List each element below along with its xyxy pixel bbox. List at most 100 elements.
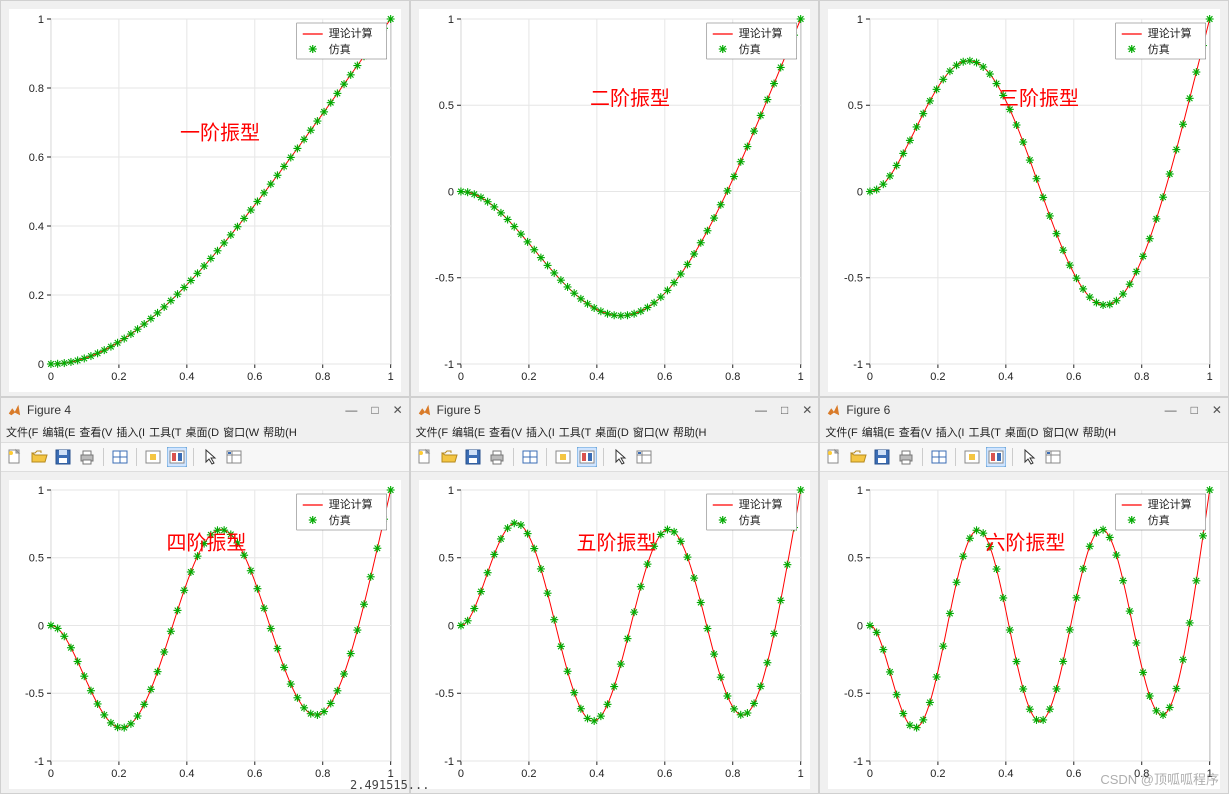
menu-item-5[interactable]: 桌面(D: [1004, 424, 1040, 440]
svg-text:0.2: 0.2: [521, 371, 536, 383]
maximize-button[interactable]: □: [1191, 403, 1198, 417]
layout-icon[interactable]: [520, 447, 540, 467]
menu-item-3[interactable]: 插入(I: [115, 424, 146, 440]
close-button[interactable]: ✕: [1212, 403, 1222, 417]
menu-item-6[interactable]: 窗口(W: [1041, 424, 1079, 440]
menu-item-3[interactable]: 插入(I: [935, 424, 966, 440]
close-button[interactable]: ✕: [393, 403, 403, 417]
svg-text:0: 0: [48, 371, 54, 383]
plot-area: 00.20.40.60.81-1-0.500.51三阶振型理论计算仿真: [820, 1, 1228, 396]
axes[interactable]: 00.20.40.60.81-1-0.500.51三阶振型理论计算仿真: [828, 9, 1220, 392]
minimize-button[interactable]: —: [1165, 403, 1177, 417]
plot-area: 00.20.40.60.81-1-0.500.51六阶振型理论计算仿真: [820, 472, 1228, 793]
menu-item-4[interactable]: 工具(T: [148, 424, 182, 440]
titlebar[interactable]: Figure 5 — □ ✕: [411, 398, 819, 422]
menu-item-0[interactable]: 文件(F: [5, 424, 39, 440]
save-icon[interactable]: [463, 447, 483, 467]
menu-item-4[interactable]: 工具(T: [558, 424, 592, 440]
open-icon[interactable]: [439, 447, 459, 467]
save-icon[interactable]: [53, 447, 73, 467]
menu-item-6[interactable]: 窗口(W: [632, 424, 670, 440]
new-script-icon[interactable]: [824, 447, 844, 467]
menu-item-7[interactable]: 帮助(H: [262, 424, 298, 440]
datatip-icon[interactable]: [143, 447, 163, 467]
svg-text:-0.5: -0.5: [844, 273, 863, 285]
menubar[interactable]: 文件(F 编辑(E 查看(V 插入(I 工具(T 桌面(D 窗口(W 帮助(H: [411, 422, 819, 442]
plottools-icon[interactable]: [577, 447, 597, 467]
menu-item-2[interactable]: 查看(V: [898, 424, 933, 440]
axes[interactable]: 00.20.40.60.81-1-0.500.51四阶振型理论计算仿真: [9, 480, 401, 789]
print-icon[interactable]: [896, 447, 916, 467]
menu-item-7[interactable]: 帮助(H: [1082, 424, 1118, 440]
layout-icon[interactable]: [110, 447, 130, 467]
svg-text:0.8: 0.8: [315, 371, 330, 383]
matlab-icon: [7, 403, 21, 417]
svg-text:0: 0: [38, 359, 44, 371]
menu-item-2[interactable]: 查看(V: [78, 424, 113, 440]
maximize-button[interactable]: □: [371, 403, 378, 417]
menu-item-2[interactable]: 查看(V: [488, 424, 523, 440]
menu-item-4[interactable]: 工具(T: [967, 424, 1001, 440]
svg-text:0.2: 0.2: [111, 768, 126, 780]
svg-text:0.6: 0.6: [1066, 371, 1081, 383]
svg-text:-1: -1: [444, 756, 454, 768]
svg-text:0.2: 0.2: [111, 371, 126, 383]
toolbar-separator: [136, 448, 137, 466]
print-icon[interactable]: [487, 447, 507, 467]
layout-icon[interactable]: [929, 447, 949, 467]
close-button[interactable]: ✕: [802, 403, 812, 417]
menu-item-3[interactable]: 插入(I: [525, 424, 556, 440]
menubar[interactable]: 文件(F 编辑(E 查看(V 插入(I 工具(T 桌面(D 窗口(W 帮助(H: [820, 422, 1228, 442]
menu-item-7[interactable]: 帮助(H: [672, 424, 708, 440]
pointer-icon[interactable]: [610, 447, 630, 467]
toolbar-separator: [1012, 448, 1013, 466]
axes[interactable]: 00.20.40.60.81-1-0.500.51六阶振型理论计算仿真: [828, 480, 1220, 789]
svg-text:一阶振型: 一阶振型: [180, 122, 260, 145]
axes[interactable]: 00.20.40.60.8100.20.40.60.81一阶振型理论计算仿真: [9, 9, 401, 392]
menu-item-1[interactable]: 编辑(E: [861, 424, 896, 440]
maximize-button[interactable]: □: [781, 403, 788, 417]
plottools-icon[interactable]: [167, 447, 187, 467]
pointer-icon[interactable]: [200, 447, 220, 467]
figure-window-1: 00.20.40.60.8100.20.40.60.81一阶振型理论计算仿真: [0, 0, 410, 397]
new-script-icon[interactable]: [5, 447, 25, 467]
minimize-button[interactable]: —: [755, 403, 767, 417]
inspect-icon[interactable]: [224, 447, 244, 467]
titlebar[interactable]: Figure 4 — □ ✕: [1, 398, 409, 422]
toolbar: [820, 442, 1228, 472]
print-icon[interactable]: [77, 447, 97, 467]
menu-item-1[interactable]: 编辑(E: [41, 424, 76, 440]
svg-text:0: 0: [458, 371, 464, 383]
open-icon[interactable]: [848, 447, 868, 467]
axes[interactable]: 00.20.40.60.81-1-0.500.51五阶振型理论计算仿真: [419, 480, 811, 789]
menu-item-5[interactable]: 桌面(D: [594, 424, 630, 440]
inspect-icon[interactable]: [634, 447, 654, 467]
datatip-icon[interactable]: [553, 447, 573, 467]
svg-text:1: 1: [388, 371, 394, 383]
axes[interactable]: 00.20.40.60.81-1-0.500.51二阶振型理论计算仿真: [419, 9, 811, 392]
inspect-icon[interactable]: [1043, 447, 1063, 467]
menu-item-0[interactable]: 文件(F: [824, 424, 858, 440]
datatip-icon[interactable]: [962, 447, 982, 467]
plottools-icon[interactable]: [986, 447, 1006, 467]
svg-text:理论计算: 理论计算: [738, 497, 782, 511]
svg-text:-1: -1: [34, 756, 44, 768]
save-icon[interactable]: [872, 447, 892, 467]
svg-text:0.6: 0.6: [657, 371, 672, 383]
titlebar[interactable]: Figure 6 — □ ✕: [820, 398, 1228, 422]
svg-text:理论计算: 理论计算: [738, 26, 782, 40]
open-icon[interactable]: [29, 447, 49, 467]
pointer-icon[interactable]: [1019, 447, 1039, 467]
window-title: Figure 6: [846, 403, 890, 417]
svg-text:1: 1: [857, 485, 863, 497]
menu-item-0[interactable]: 文件(F: [415, 424, 449, 440]
menubar[interactable]: 文件(F 编辑(E 查看(V 插入(I 工具(T 桌面(D 窗口(W 帮助(H: [1, 422, 409, 442]
new-script-icon[interactable]: [415, 447, 435, 467]
minimize-button[interactable]: —: [345, 403, 357, 417]
svg-text:0: 0: [448, 186, 454, 198]
menu-item-6[interactable]: 窗口(W: [222, 424, 260, 440]
menu-item-5[interactable]: 桌面(D: [185, 424, 221, 440]
svg-text:0: 0: [867, 768, 873, 780]
menu-item-1[interactable]: 编辑(E: [451, 424, 486, 440]
figure-window-6: Figure 6 — □ ✕ 文件(F 编辑(E 查看(V 插入(I 工具(T …: [819, 397, 1229, 794]
